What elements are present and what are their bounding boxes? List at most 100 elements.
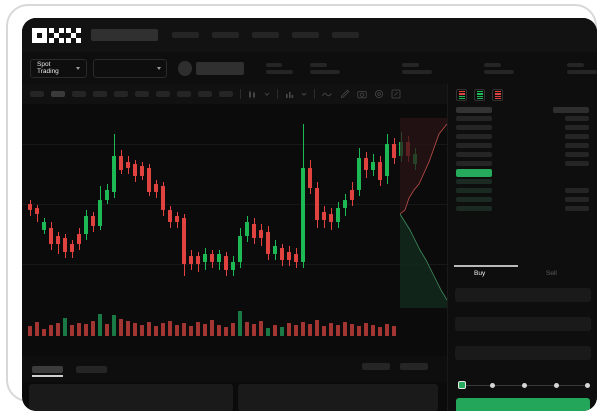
- trading-mode-label: Spot Trading: [37, 61, 59, 75]
- bottom-panel-left: [29, 384, 233, 411]
- candlestick-icon[interactable]: [248, 90, 257, 99]
- orderbook-both-icon[interactable]: [456, 89, 467, 101]
- order-book-row[interactable]: [456, 105, 589, 114]
- order-book-list[interactable]: [448, 101, 597, 213]
- candle-body: [280, 248, 284, 260]
- bottom-tab-1[interactable]: [76, 365, 107, 373]
- volume-bar-2: [42, 329, 46, 336]
- bottom-action-1[interactable]: [400, 363, 428, 370]
- nav-item-1[interactable]: [212, 32, 239, 38]
- timeframe-4[interactable]: [114, 91, 128, 97]
- ticker-stat-1: [310, 62, 341, 74]
- order-amount: [565, 152, 589, 157]
- timeframe-7[interactable]: [177, 91, 191, 97]
- amount-field[interactable]: [455, 346, 591, 360]
- volume-bar-5: [63, 318, 67, 336]
- line-wave-icon[interactable]: [322, 90, 333, 99]
- candle-body: [224, 256, 228, 270]
- logo-glyph-x: [66, 27, 81, 43]
- timeframe-6[interactable]: [156, 91, 170, 97]
- pair-selector[interactable]: [92, 58, 167, 78]
- order-book-row[interactable]: [456, 141, 589, 150]
- order-type-field[interactable]: [455, 288, 591, 302]
- order-book-row[interactable]: [456, 186, 589, 195]
- chevron-down-icon: [156, 66, 161, 70]
- volume-bar-28: [224, 327, 228, 336]
- camera-icon[interactable]: [357, 89, 367, 99]
- candle-body: [329, 214, 333, 222]
- order-book-row[interactable]: [456, 159, 589, 168]
- slider-step-25[interactable]: [490, 382, 495, 388]
- volume-bar-0: [28, 326, 32, 336]
- order-book-row[interactable]: [456, 204, 589, 213]
- order-book-row[interactable]: [456, 114, 589, 123]
- slider-handle[interactable]: [458, 381, 466, 389]
- chevron-down-icon: [75, 66, 80, 70]
- volume-bar-43: [329, 323, 333, 336]
- search-input[interactable]: [91, 29, 158, 41]
- order-price: [456, 188, 492, 193]
- nav-item-3[interactable]: [292, 32, 319, 38]
- active-tab-underline: [32, 375, 63, 377]
- order-price: [456, 143, 492, 148]
- nav-item-0[interactable]: [172, 32, 199, 38]
- tab-buy[interactable]: Buy: [474, 270, 486, 277]
- price-chart[interactable]: [22, 104, 447, 356]
- candle-body: [105, 190, 109, 200]
- app-screen: Spot Trading: [22, 18, 597, 411]
- volume-bar-26: [210, 320, 214, 336]
- order-book-row[interactable]: [456, 177, 589, 186]
- order-book-row[interactable]: [456, 123, 589, 132]
- volume-bar-29: [231, 323, 235, 336]
- orderbook-bids-icon[interactable]: [474, 89, 485, 101]
- last-price: [196, 61, 245, 75]
- chevron-down-icon[interactable]: [301, 91, 307, 97]
- order-book-row[interactable]: [456, 168, 589, 177]
- price-field[interactable]: [455, 317, 591, 331]
- timeframe-5[interactable]: [135, 91, 149, 97]
- volume-bar-47: [357, 326, 361, 336]
- order-amount: [565, 206, 589, 211]
- candle-body: [350, 190, 354, 200]
- order-book-row[interactable]: [456, 150, 589, 159]
- timeframe-2[interactable]: [72, 91, 86, 97]
- gear-icon[interactable]: [374, 89, 384, 99]
- candle-body: [273, 246, 277, 254]
- slider-step-75[interactable]: [554, 382, 559, 388]
- candle-body: [140, 166, 144, 176]
- slider-step-50[interactable]: [522, 382, 527, 388]
- volume-bar-25: [203, 324, 207, 336]
- fullscreen-icon[interactable]: [391, 89, 401, 99]
- bottom-action-0[interactable]: [362, 363, 390, 370]
- timeframe-0[interactable]: [30, 91, 44, 97]
- volume-bar-14: [126, 321, 130, 336]
- volume-bar-34: [266, 328, 270, 336]
- orderbook-asks-icon[interactable]: [492, 89, 503, 101]
- device-frame: Spot Trading: [6, 4, 597, 411]
- candle-body: [70, 244, 74, 252]
- trading-mode-dropdown[interactable]: Spot Trading: [30, 58, 87, 78]
- order-book-row[interactable]: [456, 132, 589, 141]
- timeframe-9[interactable]: [219, 91, 233, 97]
- volume-bar-50: [378, 327, 382, 336]
- chevron-down-icon[interactable]: [264, 91, 270, 97]
- volume-bar-21: [175, 325, 179, 336]
- volume-bar-35: [273, 325, 277, 336]
- candle-body: [294, 254, 298, 262]
- timeframe-1[interactable]: [51, 91, 65, 97]
- bottom-tab-0[interactable]: [32, 365, 63, 373]
- slider-step-100[interactable]: [585, 382, 590, 388]
- okx-logo[interactable]: [32, 27, 81, 43]
- timeframe-3[interactable]: [93, 91, 107, 97]
- timeframe-8[interactable]: [198, 91, 212, 97]
- indicators-icon[interactable]: [285, 90, 294, 99]
- volume-bar-23: [189, 326, 193, 336]
- volume-bar-22: [182, 323, 186, 336]
- nav-item-2[interactable]: [252, 32, 279, 38]
- tab-sell[interactable]: Sell: [546, 270, 557, 277]
- order-book-row[interactable]: [456, 195, 589, 204]
- nav-item-4[interactable]: [332, 32, 359, 38]
- volume-bar-52: [392, 326, 396, 336]
- pencil-icon[interactable]: [340, 89, 350, 99]
- percent-slider[interactable]: [458, 380, 590, 390]
